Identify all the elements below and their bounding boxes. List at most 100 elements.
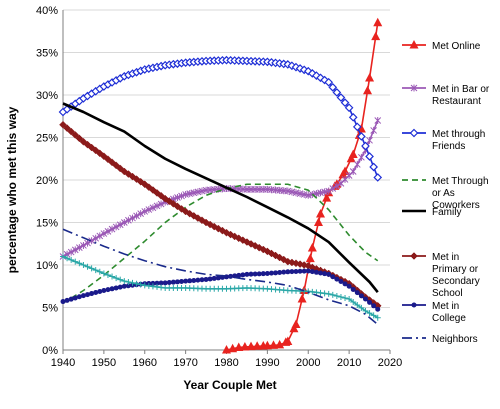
data-point xyxy=(284,187,292,195)
data-point xyxy=(348,112,358,122)
data-point xyxy=(342,294,349,301)
y-tick-label: 30% xyxy=(36,90,58,102)
legend-marker xyxy=(410,252,418,260)
data-point xyxy=(375,306,381,312)
data-point xyxy=(166,280,172,286)
data-point xyxy=(121,283,127,289)
y-tick-label: 5% xyxy=(42,303,58,315)
data-point xyxy=(349,168,357,175)
series-family xyxy=(62,102,379,294)
data-point xyxy=(340,166,350,175)
legend-marker xyxy=(410,84,418,92)
data-point xyxy=(75,134,84,143)
data-point xyxy=(85,292,91,298)
legend-label: Family xyxy=(432,207,461,218)
data-point xyxy=(285,269,291,275)
data-point xyxy=(321,290,328,297)
data-point xyxy=(59,120,67,129)
series-line xyxy=(62,102,379,294)
y-tick-labels: 0% 5% 10% 15% 20% 25% 30% 35% 40% xyxy=(36,5,58,357)
data-point xyxy=(125,283,131,289)
data-point xyxy=(305,268,311,274)
x-tick-label: 1970 xyxy=(173,357,197,369)
x-tick-label: 1990 xyxy=(255,357,279,369)
data-point xyxy=(252,271,258,277)
data-point xyxy=(187,278,193,284)
legend-item-met-in-college: Met in College xyxy=(402,301,466,324)
data-point xyxy=(129,214,136,222)
data-point xyxy=(157,200,165,208)
data-point xyxy=(80,262,87,268)
data-point xyxy=(268,270,274,276)
data-point xyxy=(371,31,381,41)
data-point xyxy=(76,294,82,300)
data-point xyxy=(348,149,358,158)
data-point xyxy=(264,271,270,276)
legend-label: Met Through or As Coworkers xyxy=(432,176,489,211)
data-point xyxy=(373,173,383,182)
data-point xyxy=(260,271,266,277)
legend-label-line: Met in xyxy=(432,301,459,312)
data-point xyxy=(76,260,83,267)
data-point xyxy=(313,217,323,226)
data-point xyxy=(97,289,103,295)
data-point xyxy=(269,340,279,349)
data-point xyxy=(64,255,71,262)
data-point xyxy=(365,73,375,82)
data-point xyxy=(117,284,123,290)
data-point xyxy=(108,225,116,233)
data-point xyxy=(297,268,303,274)
data-point xyxy=(92,267,99,274)
data-point xyxy=(374,314,381,321)
x-axis-title: Year Couple Met xyxy=(183,378,276,392)
data-point xyxy=(125,216,132,224)
data-point xyxy=(281,269,287,275)
data-point xyxy=(191,277,197,283)
data-point xyxy=(275,339,285,349)
data-point xyxy=(283,336,293,345)
data-point xyxy=(292,189,300,197)
data-point xyxy=(149,204,157,212)
y-tick-label: 25% xyxy=(36,133,58,145)
data-point xyxy=(96,232,104,240)
data-point xyxy=(125,279,132,285)
y-tick-label: 40% xyxy=(36,5,58,17)
data-point xyxy=(154,283,161,290)
legend-label-line: Met through xyxy=(432,129,485,140)
data-point xyxy=(178,192,185,200)
legend-label-line: Met in Bar or xyxy=(432,84,490,95)
data-point xyxy=(354,301,361,308)
legend-marker xyxy=(409,128,419,138)
legend-item-met-in-bar-or-restaurant: Met in Bar or Restaurant xyxy=(402,84,490,107)
data-point xyxy=(340,98,350,107)
data-point xyxy=(333,292,340,299)
legend-label-line: Met Through xyxy=(432,176,489,187)
data-point xyxy=(203,276,209,282)
legend-label: Met Online xyxy=(432,41,481,52)
legend-label-line: Coworkers xyxy=(432,200,480,211)
data-point xyxy=(150,280,156,286)
data-point xyxy=(332,88,342,97)
data-point xyxy=(96,268,103,275)
series-met-in-college xyxy=(60,268,381,312)
x-tick-label: 2010 xyxy=(337,357,361,369)
data-point xyxy=(190,189,198,197)
data-point xyxy=(72,295,78,301)
data-point xyxy=(344,103,354,113)
legend-label: Met in College xyxy=(432,301,466,324)
data-point xyxy=(313,269,319,275)
data-point xyxy=(369,162,378,172)
series-neighbors xyxy=(62,228,379,326)
data-point xyxy=(271,251,280,260)
data-point xyxy=(370,126,378,134)
data-point xyxy=(109,273,116,280)
x-tick-label: 2000 xyxy=(296,357,320,369)
legend-label: Met in Primary or Secondary School xyxy=(432,252,480,299)
x-tick-label: 2020 xyxy=(378,357,402,369)
data-point xyxy=(337,293,344,300)
legend-item-met-through-or-as-coworkers: Met Through or As Coworkers xyxy=(402,176,489,211)
data-point xyxy=(353,160,361,168)
series-line xyxy=(62,255,379,319)
data-point xyxy=(358,293,364,299)
